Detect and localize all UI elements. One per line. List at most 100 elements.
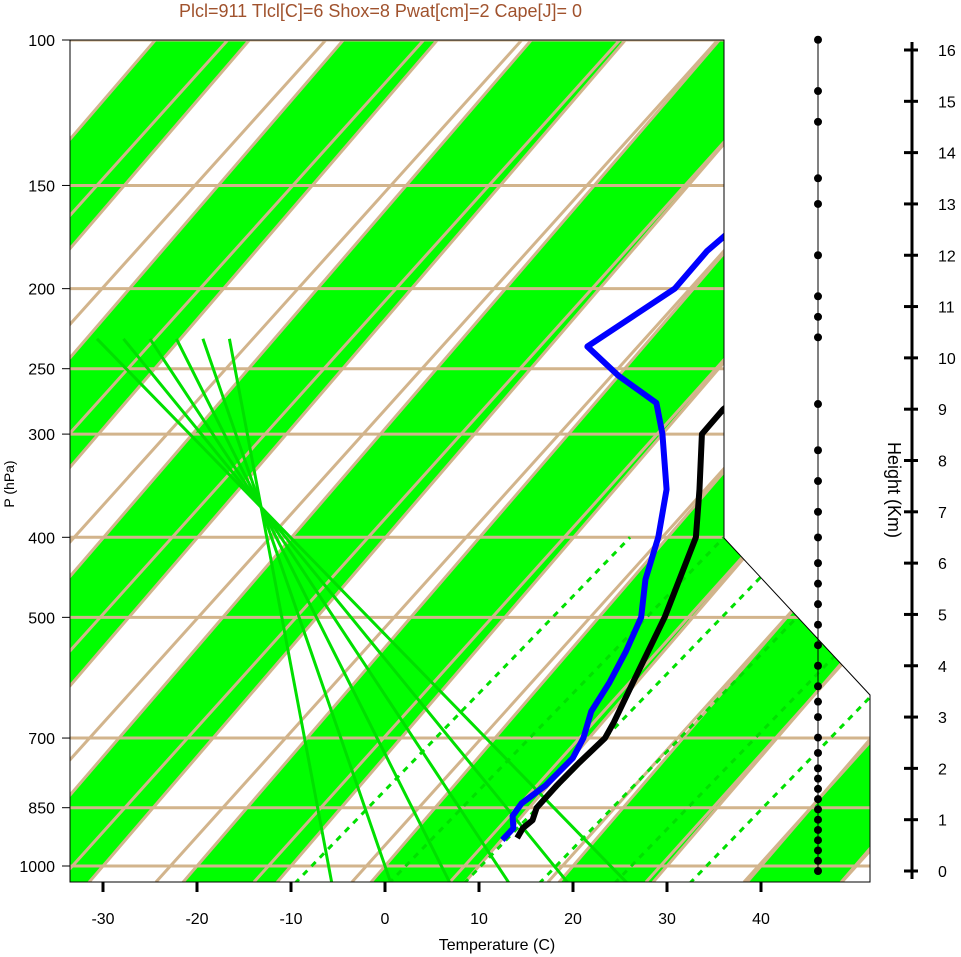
y-tick-label: 400: [28, 530, 55, 547]
mixing-ratio-line: [462, 536, 801, 882]
isotherm: [70, 40, 660, 882]
height-axis-label: Height (Km): [884, 442, 904, 538]
wind-point: [814, 174, 822, 183]
band: [70, 40, 470, 882]
profile-line: [514, 58, 870, 840]
wind-point: [814, 600, 822, 609]
y-tick-label: 1000: [19, 859, 55, 876]
wind-point: [814, 87, 822, 96]
isotherm: [70, 40, 566, 882]
dry-adiabat: [70, 40, 666, 882]
x-tick-label: -30: [91, 911, 114, 928]
wind-point: [814, 784, 822, 793]
x-tick-label: 40: [752, 911, 770, 928]
isotherm: [70, 40, 284, 882]
wind-point: [814, 117, 822, 126]
x-tick-label: 20: [564, 911, 582, 928]
y-tick-label: 700: [28, 731, 55, 748]
wind-point: [814, 795, 822, 804]
wind-point: [814, 333, 822, 342]
chart-title: Plcl=911 Tlcl[C]=6 Shox=8 Pwat[cm]=2 Cap…: [178, 1, 583, 21]
y-axis-label: P (hPa): [1, 460, 17, 507]
height-tick-label: 4: [938, 659, 947, 676]
wind-point: [814, 35, 822, 44]
wind-point: [814, 836, 822, 845]
height-tick-label: 6: [938, 556, 947, 573]
height-tick-label: 10: [938, 351, 956, 368]
isotherm: [260, 40, 870, 882]
height-tick-label: 12: [938, 248, 956, 265]
isotherm: [70, 40, 754, 882]
y-tick-label: 100: [28, 33, 55, 50]
wind-point: [814, 764, 822, 773]
isotherm: [730, 40, 870, 882]
wind-point: [814, 400, 822, 409]
height-tick-label: 1: [938, 813, 947, 830]
mixing-ratio-line: [293, 536, 632, 882]
wind-point: [814, 292, 822, 301]
dry-adiabat: [70, 40, 764, 882]
isotherm: [70, 40, 378, 882]
y-tick-label: 850: [28, 801, 55, 818]
dry-adiabat: [252, 40, 870, 882]
wind-point: [814, 533, 822, 542]
dry-adiabat: [154, 40, 870, 882]
dry-adiabat: [644, 40, 870, 882]
wind-point: [814, 774, 822, 783]
x-tick-label: 0: [381, 911, 390, 928]
x-tick-label: 10: [470, 911, 488, 928]
wind-point: [814, 856, 822, 865]
dry-adiabat: [70, 40, 470, 882]
wind-point: [814, 312, 822, 321]
wind-point: [814, 477, 822, 486]
wind-point: [814, 620, 822, 629]
mixing-ratio-line: [387, 536, 726, 882]
wind-point: [814, 199, 822, 208]
wind-point: [814, 661, 822, 670]
x-tick-label: -20: [185, 911, 208, 928]
wind-point: [814, 867, 822, 875]
x-tick-label: 30: [658, 911, 676, 928]
plot-frame: [69, 39, 871, 883]
isotherm: [70, 40, 472, 882]
height-tick-label: 7: [938, 505, 947, 522]
dry-adiabat: [940, 0, 961, 882]
dry-adiabat: [448, 40, 870, 882]
wind-point: [814, 713, 822, 722]
y-tick-label: 250: [28, 362, 55, 379]
height-tick-label: 8: [938, 454, 947, 471]
moist-adiabats: [95, 337, 629, 882]
dry-adiabat: [70, 40, 862, 882]
x-axis-label: Temperature (C): [439, 937, 555, 954]
height-tick-label: 5: [938, 607, 947, 624]
height-tick-label: 11: [938, 300, 955, 317]
band: [70, 40, 846, 882]
y-tick-label: 500: [28, 610, 55, 627]
wind-point: [814, 748, 822, 757]
height-tick-label: 9: [938, 402, 947, 419]
wind-point: [814, 579, 822, 588]
y-tick-label: 150: [28, 178, 55, 195]
wind-point: [814, 559, 822, 568]
height-tick-label: 15: [938, 94, 956, 111]
y-tick-label: 200: [28, 282, 55, 299]
dry-adiabat: [70, 40, 568, 882]
y-tick-label: 300: [28, 427, 55, 444]
wind-point: [814, 697, 822, 706]
height-tick-label: 3: [938, 710, 947, 727]
height-tick-label: 2: [938, 761, 947, 778]
wind-point: [814, 682, 822, 691]
height-tick-label: 0: [938, 864, 947, 881]
wind-point: [814, 446, 822, 455]
profiles: [500, 58, 870, 843]
dry-adiabat: [546, 40, 870, 882]
wind-point: [814, 641, 822, 650]
dry-adiabat: [742, 40, 870, 882]
mixing-ratio-line: [613, 536, 870, 882]
height-tick-label: 16: [938, 43, 956, 60]
isotherm: [72, 40, 848, 882]
band: [543, 40, 870, 882]
wind-point: [814, 825, 822, 834]
